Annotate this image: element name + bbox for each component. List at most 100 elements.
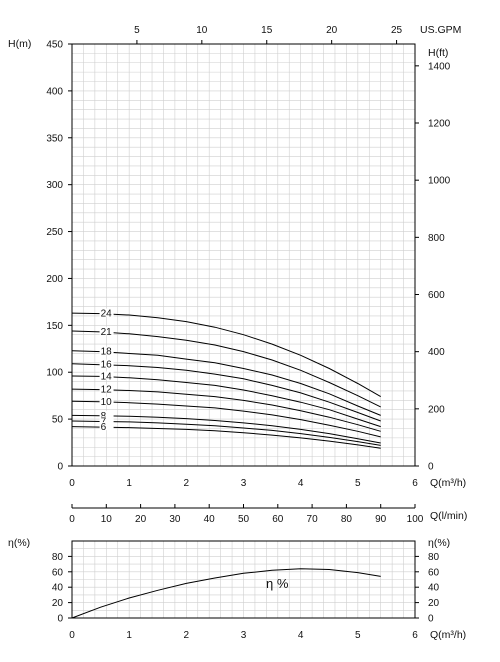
head-x-tick: 0 (69, 478, 75, 489)
head-x-tick: 5 (355, 478, 361, 489)
efficiency-curve (71, 568, 381, 619)
head-curve-24 (71, 312, 381, 398)
efficiency-x-tick: 5 (355, 630, 361, 641)
head-x-top-label: US.GPM (420, 24, 461, 36)
head-y-tick: 300 (46, 180, 63, 191)
efficiency-x-tick: 3 (241, 630, 247, 641)
head-curve-12 (71, 388, 381, 432)
head-curve-8 (71, 414, 381, 444)
head-y-right-tick: 600 (428, 290, 445, 301)
flow-axis-tick: 100 (407, 514, 424, 525)
efficiency-y-right-tick: 80 (428, 552, 440, 563)
head-curve-label-7: 7 (101, 416, 107, 427)
head-curve-7 (71, 420, 381, 446)
efficiency-y-right-label: η(%) (428, 537, 450, 549)
flow-axis-tick: 40 (204, 514, 216, 525)
head-x-tick: 6 (412, 478, 418, 489)
head-x-tick: 4 (298, 478, 304, 489)
head-y-tick: 100 (46, 368, 63, 379)
flow-axis-label: Q(l/min) (430, 510, 467, 522)
head-curve-label-bg (99, 326, 114, 335)
head-curve-label-8: 8 (101, 411, 107, 422)
flow-axis-tick: 0 (69, 514, 75, 525)
head-curve-label-bg (99, 359, 114, 368)
flow-axis-tick: 80 (341, 514, 353, 525)
efficiency-x-tick: 1 (126, 630, 132, 641)
efficiency-x-tick: 6 (412, 630, 418, 641)
head-x-tick: 2 (184, 478, 190, 489)
efficiency-x-tick: 2 (184, 630, 190, 641)
efficiency-y-tick: 20 (52, 598, 64, 609)
head-x-top-tick: 15 (261, 25, 273, 36)
head-y-right-tick: 0 (428, 462, 434, 473)
efficiency-y-right-tick: 0 (428, 614, 434, 625)
head-curve-10 (71, 400, 381, 438)
head-y-left-label: H(m) (8, 38, 31, 50)
head-y-right-tick: 1000 (428, 176, 451, 187)
flow-axis-tick: 90 (375, 514, 387, 525)
efficiency-y-tick: 40 (52, 583, 64, 594)
flow-axis-tick: 70 (307, 514, 319, 525)
head-y-right-label: H(ft) (428, 47, 448, 59)
head-curve-label-12: 12 (101, 385, 113, 396)
efficiency-curves (71, 568, 381, 619)
head-y-right-tick: 1400 (428, 61, 451, 72)
head-y-tick: 150 (46, 321, 63, 332)
head-grid (72, 44, 415, 466)
head-curve-18 (71, 350, 381, 416)
head-x-top-tick: 25 (391, 25, 403, 36)
head-curve-label-21: 21 (101, 327, 113, 338)
head-curve-label-bg (99, 371, 114, 380)
head-curve-16 (71, 363, 381, 422)
head-x-tick: 3 (241, 478, 247, 489)
efficiency-y-tick: 0 (57, 614, 63, 625)
head-x-top-tick: 5 (134, 25, 140, 36)
head-curve-label-bg (99, 384, 114, 393)
flow-axis-tick: 10 (101, 514, 113, 525)
head-curve-6 (71, 426, 381, 449)
efficiency-x-tick: 4 (298, 630, 304, 641)
head-x-top-tick: 20 (326, 25, 338, 36)
efficiency-y-right-tick: 40 (428, 583, 440, 594)
head-curve-label-24: 24 (101, 309, 113, 320)
flow-axis-tick: 30 (169, 514, 181, 525)
head-curve-label-bg (99, 416, 114, 425)
efficiency-grid (72, 541, 415, 618)
head-x-tick: 1 (126, 478, 132, 489)
efficiency-y-right-tick: 20 (428, 598, 440, 609)
head-curve-21 (71, 330, 381, 408)
efficiency-y-right-tick: 60 (428, 567, 440, 578)
flow-lmin-axis: 0 10 20 30 40 50 60 70 80 90 100 Q(l/min) (69, 504, 467, 525)
efficiency-y-tick: 60 (52, 567, 64, 578)
head-y-tick: 350 (46, 133, 63, 144)
flow-axis-tick: 50 (238, 514, 250, 525)
efficiency-x-label: Q(m³/h) (430, 629, 466, 641)
efficiency-annotation: η % (266, 576, 289, 591)
head-curve-label-6: 6 (101, 422, 107, 433)
head-y-tick: 0 (57, 462, 63, 473)
head-curve-label-10: 10 (101, 397, 113, 408)
efficiency-y-tick: 80 (52, 552, 64, 563)
head-curve-label-bg (99, 396, 114, 405)
flow-axis-tick: 60 (272, 514, 284, 525)
efficiency-plot-frame (71, 540, 416, 619)
head-curve-label-bg (99, 346, 114, 355)
head-tick-labels: 0 1 2 3 4 5 65 10 15 20 25050100150200250300350400… (46, 25, 450, 489)
head-curve-label-bg (99, 410, 114, 419)
head-y-right-tick: 1200 (428, 119, 451, 130)
head-y-right-tick: 200 (428, 404, 445, 415)
head-curve-14 (71, 375, 381, 428)
head-plot-frame (71, 43, 416, 467)
head-curve-label-16: 16 (101, 360, 113, 371)
head-curve-label-bg (99, 422, 114, 431)
head-curve-label-bg (99, 308, 114, 317)
head-y-tick: 50 (52, 415, 64, 426)
efficiency-x-tick: 0 (69, 630, 75, 641)
head-y-right-tick: 800 (428, 233, 445, 244)
head-y-tick: 400 (46, 86, 63, 97)
